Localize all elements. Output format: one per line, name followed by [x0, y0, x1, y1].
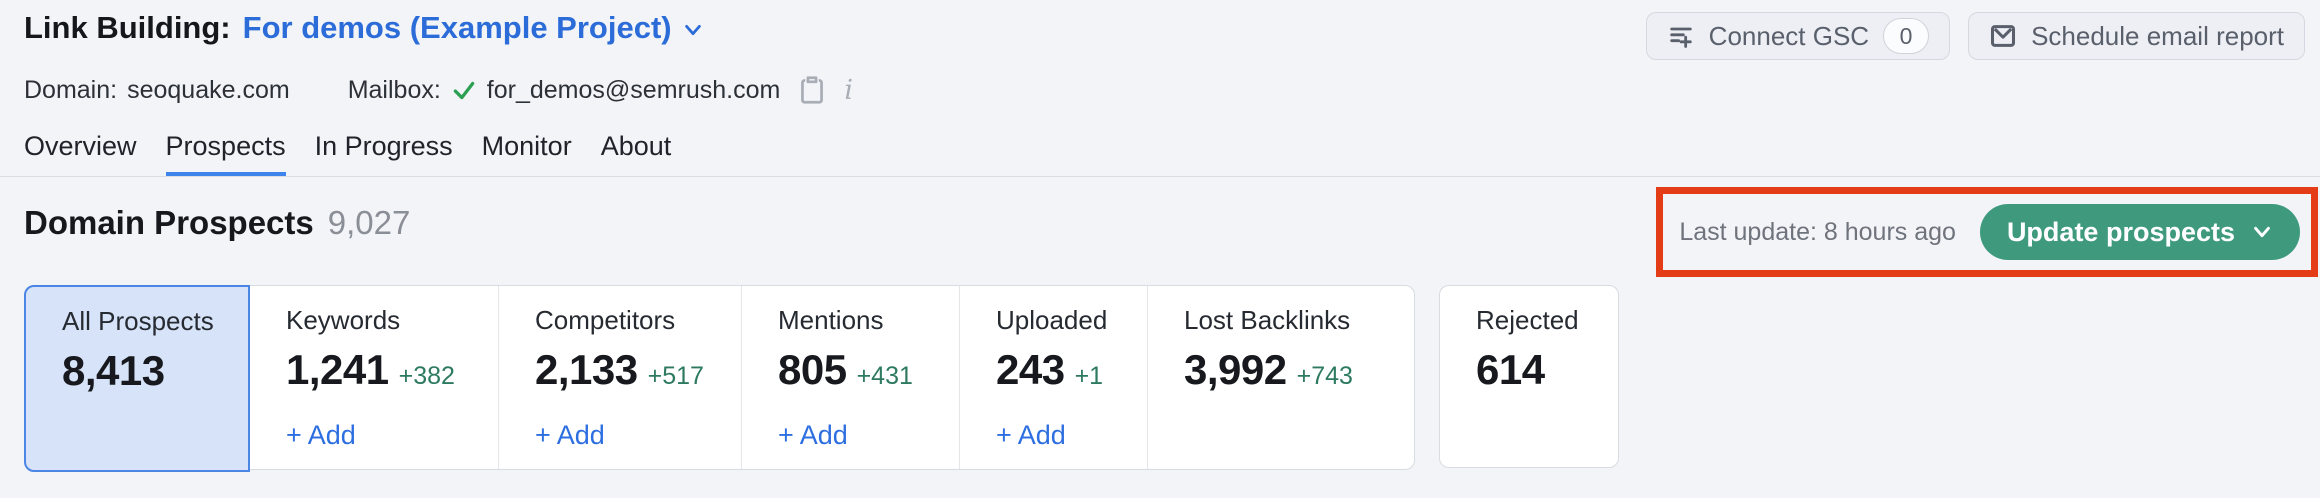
card-value: 614	[1476, 346, 1545, 393]
add-mentions-button[interactable]: + Add	[778, 420, 848, 450]
last-update-text: Last update: 8 hours ago	[1679, 217, 1956, 246]
project-selector[interactable]: For demos (Example Project)	[243, 8, 704, 48]
page-title-prefix: Link Building:	[24, 10, 231, 45]
check-icon	[453, 81, 475, 100]
prospects-total-count: 9,027	[327, 204, 411, 241]
card-competitors[interactable]: Competitors 2,133 +517 + Add	[498, 286, 741, 469]
card-value: 1,241	[286, 346, 389, 393]
tab-in-progress[interactable]: In Progress	[314, 131, 453, 161]
mailbox-label: Mailbox:	[347, 76, 441, 104]
card-label: Uploaded	[996, 305, 1108, 335]
mailbox-value: for_demos@semrush.com	[486, 76, 781, 104]
mailbox-info: Mailbox: for_demos@semrush.com i	[348, 74, 853, 106]
card-keywords[interactable]: Keywords 1,241 +382 + Add	[250, 286, 498, 469]
update-prospects-label: Update prospects	[2006, 216, 2235, 247]
add-keywords-button[interactable]: + Add	[286, 420, 356, 450]
card-mentions[interactable]: Mentions 805 +431 + Add	[741, 286, 959, 469]
card-delta: +1	[1074, 362, 1104, 390]
card-label: Mentions	[778, 305, 884, 335]
card-delta: +743	[1296, 362, 1353, 390]
tab-about[interactable]: About	[600, 131, 672, 161]
card-delta: +431	[856, 362, 913, 390]
add-uploaded-button[interactable]: + Add	[996, 420, 1066, 450]
chevron-down-icon	[684, 24, 701, 36]
header: Link Building: For demos (Example Projec…	[24, 8, 2305, 60]
project-name: For demos (Example Project)	[242, 10, 672, 45]
info-icon[interactable]: i	[844, 74, 853, 106]
domain-value: seoquake.com	[127, 76, 290, 104]
header-divider	[0, 176, 2320, 177]
schedule-email-report-label: Schedule email report	[2031, 20, 2284, 51]
mail-icon	[1991, 25, 2016, 47]
tab-prospects[interactable]: Prospects	[165, 130, 286, 176]
section-tabs: Overview Prospects In Progress Monitor A…	[24, 130, 671, 176]
card-value: 3,992	[1184, 346, 1287, 393]
list-add-icon	[1669, 27, 1692, 48]
prospect-cards: All Prospects 8,413 Keywords 1,241 +382 …	[24, 285, 1619, 472]
card-value: 805	[778, 346, 847, 393]
update-prospects-button[interactable]: Update prospects	[1979, 204, 2300, 260]
card-value: 8,413	[62, 347, 165, 394]
copy-icon[interactable]	[798, 75, 826, 105]
page-title: Link Building: For demos (Example Projec…	[24, 8, 704, 48]
prospect-cards-group: All Prospects 8,413 Keywords 1,241 +382 …	[24, 285, 1415, 472]
card-label: Rejected	[1476, 305, 1579, 335]
tab-overview[interactable]: Overview	[24, 131, 137, 161]
connect-gsc-badge: 0	[1883, 18, 1930, 54]
section-title: Domain Prospects	[24, 204, 314, 241]
card-rejected[interactable]: Rejected 614	[1439, 285, 1619, 468]
card-uploaded[interactable]: Uploaded 243 +1 + Add	[959, 286, 1147, 469]
connect-gsc-label: Connect GSC	[1708, 20, 1870, 51]
domain-info: Domain: seoquake.com	[24, 74, 290, 106]
card-label: Lost Backlinks	[1184, 305, 1351, 335]
card-all-prospects[interactable]: All Prospects 8,413	[24, 285, 250, 472]
domain-label: Domain:	[24, 76, 118, 104]
connect-gsc-button[interactable]: Connect GSC 0	[1645, 12, 1951, 60]
card-value: 243	[996, 346, 1065, 393]
tab-monitor[interactable]: Monitor	[481, 131, 572, 161]
card-delta: +517	[647, 362, 704, 390]
annotation-highlight-box: Last update: 8 hours ago Update prospect…	[1656, 187, 2318, 277]
project-meta: Domain: seoquake.com Mailbox: for_demos@…	[24, 74, 853, 106]
section-heading: Domain Prospects 9,027	[24, 202, 410, 244]
header-actions: Connect GSC 0 Schedule email report	[1645, 12, 2305, 60]
card-label: All Prospects	[62, 306, 214, 336]
card-label: Competitors	[535, 305, 676, 335]
schedule-email-report-button[interactable]: Schedule email report	[1968, 12, 2305, 60]
add-competitors-button[interactable]: + Add	[535, 420, 605, 450]
card-value: 2,133	[535, 346, 638, 393]
card-delta: +382	[398, 362, 455, 390]
chevron-down-icon	[2254, 226, 2270, 238]
card-lost-backlinks[interactable]: Lost Backlinks 3,992 +743	[1147, 286, 1414, 469]
card-label: Keywords	[286, 305, 401, 335]
